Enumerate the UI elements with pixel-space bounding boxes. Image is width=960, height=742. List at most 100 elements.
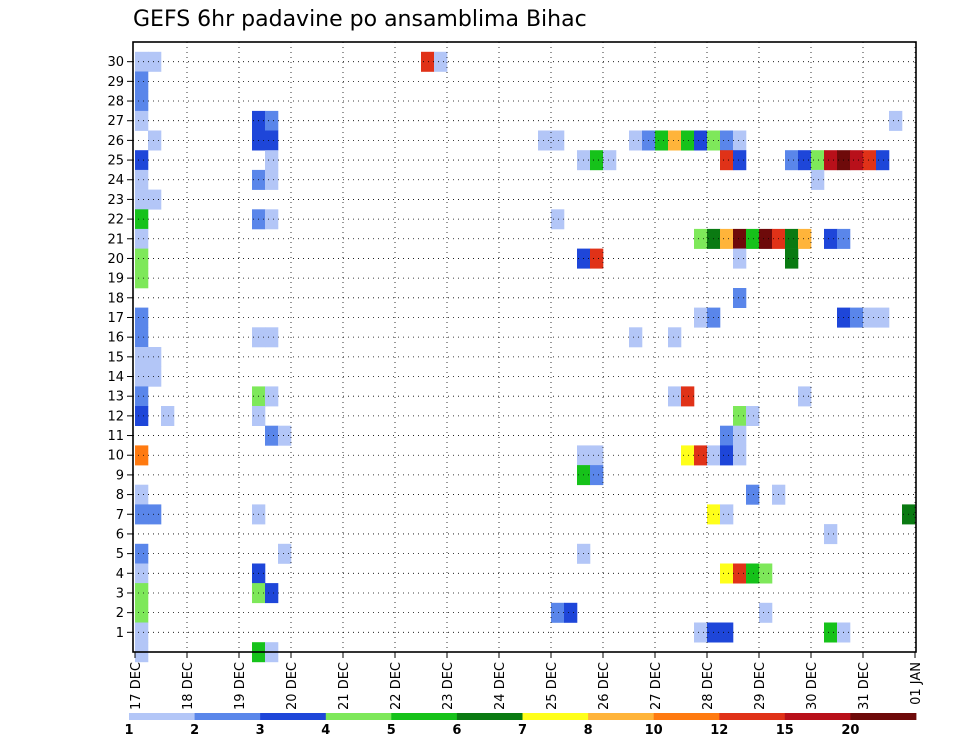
x-tick-label-10: 27 DEC: [649, 662, 664, 710]
cell-r2-c49: [759, 602, 773, 623]
cell-r26-c11: [265, 130, 279, 151]
cell-r2-c1: [135, 602, 149, 623]
y-tick-label-28: 28: [107, 95, 124, 110]
cell-r12-c1: [135, 406, 149, 426]
colorbar-label-8: 8: [584, 723, 593, 738]
cell-r11-c46: [720, 425, 734, 446]
cell-r10-c44: [694, 445, 708, 466]
cell-r21-c47: [733, 228, 747, 249]
plot-frame: [132, 41, 917, 653]
cell-r21-c44: [694, 228, 708, 249]
x-tick-label-0: 17 DEC: [129, 662, 144, 710]
y-tick-label-19: 19: [107, 272, 124, 287]
y-tick-label-12: 12: [107, 409, 124, 424]
cell-r13-c42: [668, 386, 682, 407]
y-tick-label-23: 23: [107, 193, 124, 208]
chart-title: GEFS 6hr padavine po ansamblima Bihac: [133, 7, 587, 32]
cell-r29-c1: [135, 71, 149, 92]
y-tick-label-14: 14: [107, 370, 124, 385]
cell-r10-c46: [720, 445, 734, 466]
x-tick-label-11: 28 DEC: [701, 662, 716, 710]
cell-r25-c58: [876, 150, 890, 171]
cell-r10-c1: [135, 445, 149, 466]
cell-r17-c56: [850, 307, 864, 328]
y-tick-label-5: 5: [116, 547, 124, 562]
x-tick-label-5: 22 DEC: [389, 662, 404, 710]
cell-r17-c1: [135, 307, 149, 328]
colorbar-swatch-0: [129, 713, 195, 720]
colorbar-swatch-3: [325, 713, 392, 720]
cell-r26-c43: [681, 130, 695, 151]
cell-r10-c47: [733, 445, 747, 466]
colorbar-swatch-7: [588, 713, 655, 720]
colorbar-label-4: 4: [321, 723, 330, 738]
cell-r27-c11: [265, 110, 279, 131]
colorbar: 1 2 3 4 5 6 7 8 10 12 15 20: [124, 713, 917, 738]
cell-r3-c1: [135, 583, 149, 604]
y-tick-label-29: 29: [107, 75, 124, 90]
x-tick-label-3: 20 DEC: [285, 662, 300, 710]
cell-r30-c23: [421, 51, 435, 72]
precipitation-cells: [135, 51, 916, 663]
cell-r4-c48: [746, 563, 760, 584]
cell-r25-c36: [590, 150, 604, 171]
cell-r15-c2: [148, 347, 162, 367]
cell-r28-c1: [135, 91, 149, 112]
colorbar-label-2: 2: [190, 723, 199, 738]
cell-r22-c33: [551, 209, 565, 230]
cell-r24-c53: [811, 169, 825, 190]
cell-r26-c47: [733, 130, 747, 151]
x-tick-label-12: 29 DEC: [753, 662, 768, 710]
colorbar-swatch-5: [456, 713, 523, 720]
cell-r23-c1: [135, 189, 149, 210]
colorbar-swatch-2: [260, 713, 327, 720]
cell-r1-c1: [135, 622, 149, 643]
y-tick-label-1: 1: [116, 626, 124, 641]
x-tick-label-1: 18 DEC: [181, 662, 196, 710]
y-tick-label-13: 13: [107, 390, 124, 405]
cell-r25-c47: [733, 150, 747, 171]
cell-r9-c36: [590, 465, 604, 486]
y-tick-label-20: 20: [107, 252, 124, 267]
cell-r26-c41: [655, 130, 669, 151]
cell-r7-c2: [148, 504, 162, 525]
cell-r23-c2: [148, 189, 162, 210]
cell-r25-c54: [824, 150, 838, 171]
cell-r16-c39: [629, 327, 643, 348]
cell-r12-c48: [746, 406, 760, 426]
cell-r20-c47: [733, 248, 747, 269]
colorbar-label-3: 3: [256, 723, 265, 738]
cell-r25-c1: [135, 150, 149, 171]
y-tick-label-15: 15: [107, 350, 124, 365]
cell-r25-c37: [603, 150, 617, 171]
cell-r2-c34: [564, 602, 578, 623]
cell-r7-c46: [720, 504, 734, 525]
cell-r21-c1: [135, 228, 149, 249]
colorbar-swatch-1: [194, 713, 261, 720]
x-tick-label-2: 19 DEC: [233, 662, 248, 710]
cell-r21-c48: [746, 228, 760, 249]
y-tick-label-24: 24: [107, 173, 124, 188]
cell-r14-c2: [148, 366, 162, 387]
cell-r25-c52: [798, 150, 812, 171]
cell-r25-c11: [265, 150, 279, 171]
x-tick-label-13: 30 DEC: [805, 662, 820, 710]
cell-r30-c1: [135, 51, 149, 72]
colorbar-swatch-4: [391, 713, 458, 720]
cell-r1-c54: [824, 622, 838, 643]
cell-r16-c1: [135, 327, 149, 348]
colorbar-swatch-6: [522, 713, 589, 720]
y-tick-label-25: 25: [107, 154, 124, 169]
cell-r10-c36: [590, 445, 604, 466]
x-tick-label-9: 26 DEC: [597, 662, 612, 710]
cell-r12-c47: [733, 406, 747, 426]
cell-r11-c11: [265, 425, 279, 446]
cell-r27-c1: [135, 110, 149, 131]
cell-r24-c1: [135, 169, 149, 190]
cell-r30-c24: [434, 51, 448, 72]
x-tick-label-7: 24 DEC: [493, 662, 508, 710]
cell-r6-c54: [824, 524, 838, 545]
cell-r16-c42: [668, 327, 682, 348]
cell-r20-c36: [590, 248, 604, 269]
